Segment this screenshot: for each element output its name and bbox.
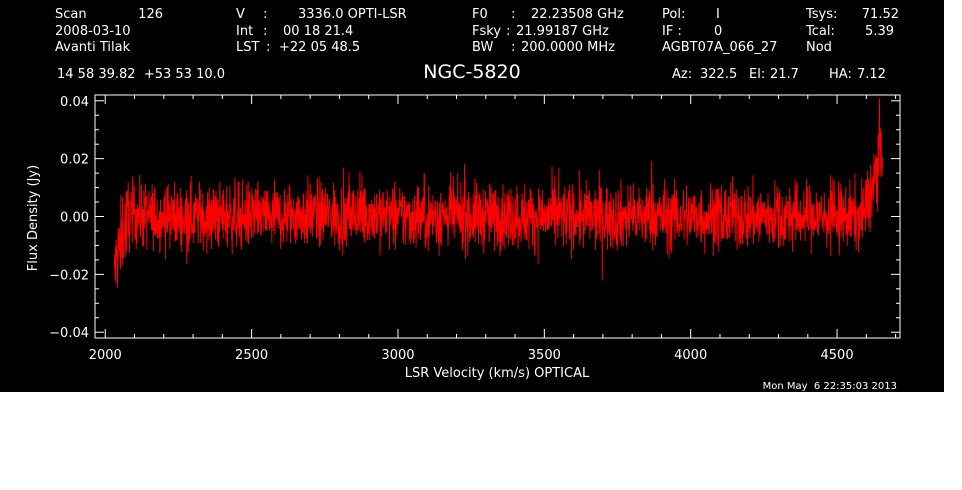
az-value: 322.5	[700, 67, 737, 82]
ha-value: 7.12	[857, 67, 886, 82]
scan-label: Scan	[55, 7, 87, 22]
tsys-label: Tsys:	[805, 7, 837, 22]
if-label: IF :	[662, 24, 682, 39]
el-label: El:	[749, 67, 765, 82]
chart-title: NGC-5820	[423, 61, 520, 83]
velocity-label: V	[236, 7, 245, 22]
spectrum-chart: Scan 126 2008-03-10 Avanti Tilak V : 333…	[26, 7, 901, 392]
int-label: Int	[236, 24, 253, 39]
x-tick-label: 4500	[821, 348, 854, 363]
velocity-sep: :	[263, 7, 267, 22]
x-tick-label: 3500	[528, 348, 561, 363]
velocity-value: 3336.0 OPTI-LSR	[298, 7, 407, 22]
x-axis-label: LSR Velocity (km/s) OPTICAL	[405, 366, 590, 381]
tsys-value: 71.52	[862, 7, 899, 22]
obs-date: 2008-03-10	[55, 24, 131, 39]
plot-panel: Scan 126 2008-03-10 Avanti Tilak V : 333…	[0, 0, 944, 392]
header-block: Scan 126 2008-03-10 Avanti Tilak V : 333…	[55, 7, 899, 83]
fsky-sep: :	[506, 24, 510, 39]
source-coords: 14 58 39.82 +53 53 10.0	[57, 67, 225, 82]
lst-sep: :	[266, 40, 270, 55]
lst-label: LST	[236, 40, 259, 55]
x-tick-label: 4000	[674, 348, 707, 363]
y-tick-label: −0.02	[49, 268, 89, 283]
y-tick-label: 0.00	[60, 211, 89, 226]
int-sep: :	[263, 24, 267, 39]
lst-value: +22 05 48.5	[279, 40, 360, 55]
tcal-label: Tcal:	[805, 24, 835, 39]
observer-name: Avanti Tilak	[55, 40, 131, 55]
y-tick-label: 0.04	[60, 95, 89, 110]
el-value: 21.7	[770, 67, 799, 82]
obs-mode: Nod	[806, 40, 832, 55]
tcal-value: 5.39	[865, 24, 894, 39]
y-axis-ticks: −0.04 −0.02 0.00 0.02 0.04	[49, 95, 900, 341]
x-tick-label: 3000	[381, 348, 414, 363]
timestamp: Mon May 6 22:35:03 2013	[763, 381, 897, 392]
f0-sep: :	[511, 7, 515, 22]
spectrum-line	[113, 98, 883, 289]
scan-value: 126	[138, 7, 163, 22]
pol-label: Pol:	[662, 7, 685, 22]
f0-label: F0	[472, 7, 488, 22]
pol-value: I	[716, 7, 720, 22]
bw-sep: :	[511, 40, 515, 55]
if-value: 0	[714, 24, 722, 39]
ha-label: HA:	[829, 67, 852, 82]
az-label: Az:	[672, 67, 692, 82]
y-axis-label: Flux Density (Jy)	[26, 165, 41, 271]
f0-value: 22.23508 GHz	[531, 7, 624, 22]
project-id: AGBT07A_066_27	[662, 40, 777, 55]
bw-value: 200.0000 MHz	[521, 40, 615, 55]
x-tick-label: 2000	[89, 348, 122, 363]
fsky-label: Fsky	[472, 24, 501, 39]
bw-label: BW	[472, 40, 493, 55]
spectrum-trace-group	[113, 98, 883, 289]
y-tick-label: −0.04	[49, 326, 89, 341]
x-tick-label: 2500	[235, 348, 268, 363]
fsky-value: 21.99187 GHz	[516, 24, 609, 39]
x-axis-ticks: 2000 2500 3000 3500 4000 4500	[89, 95, 897, 363]
y-tick-label: 0.02	[60, 153, 89, 168]
int-value: 00 18 21.4	[283, 24, 353, 39]
plot-area: 2000 2500 3000 3500 4000 4500 −0.04 −0.02 0.00 0…	[49, 94, 901, 363]
